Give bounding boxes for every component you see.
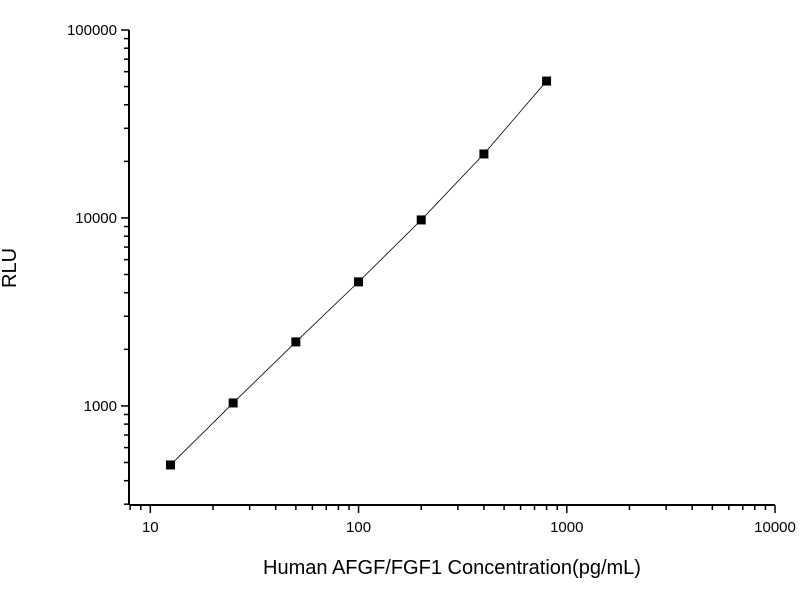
- tick-labels: 10 100 1000 10000 1000 10000 100000: [67, 22, 796, 536]
- y-tick-label: 100000: [67, 22, 117, 39]
- data-point: [291, 337, 301, 347]
- series: [165, 76, 552, 470]
- x-tick-label: 100: [346, 519, 371, 536]
- x-tick-label: 1000: [550, 519, 583, 536]
- x-tick-label: 10: [142, 519, 159, 536]
- data-point: [416, 215, 426, 225]
- x-tick-label: 10000: [754, 519, 796, 536]
- x-axis-title: Human AFGF/FGF1 Concentration(pg/mL): [263, 557, 641, 579]
- data-point: [354, 277, 364, 287]
- data-point: [479, 149, 489, 159]
- y-axis-title: RLU: [0, 248, 21, 288]
- series-line: [170, 80, 547, 466]
- y-tick-label: 10000: [75, 210, 117, 227]
- data-point: [228, 398, 238, 408]
- data-point: [542, 76, 552, 86]
- ticks: [121, 29, 776, 513]
- y-tick-label: 1000: [84, 398, 117, 415]
- axes: [128, 30, 775, 506]
- data-point: [165, 460, 175, 470]
